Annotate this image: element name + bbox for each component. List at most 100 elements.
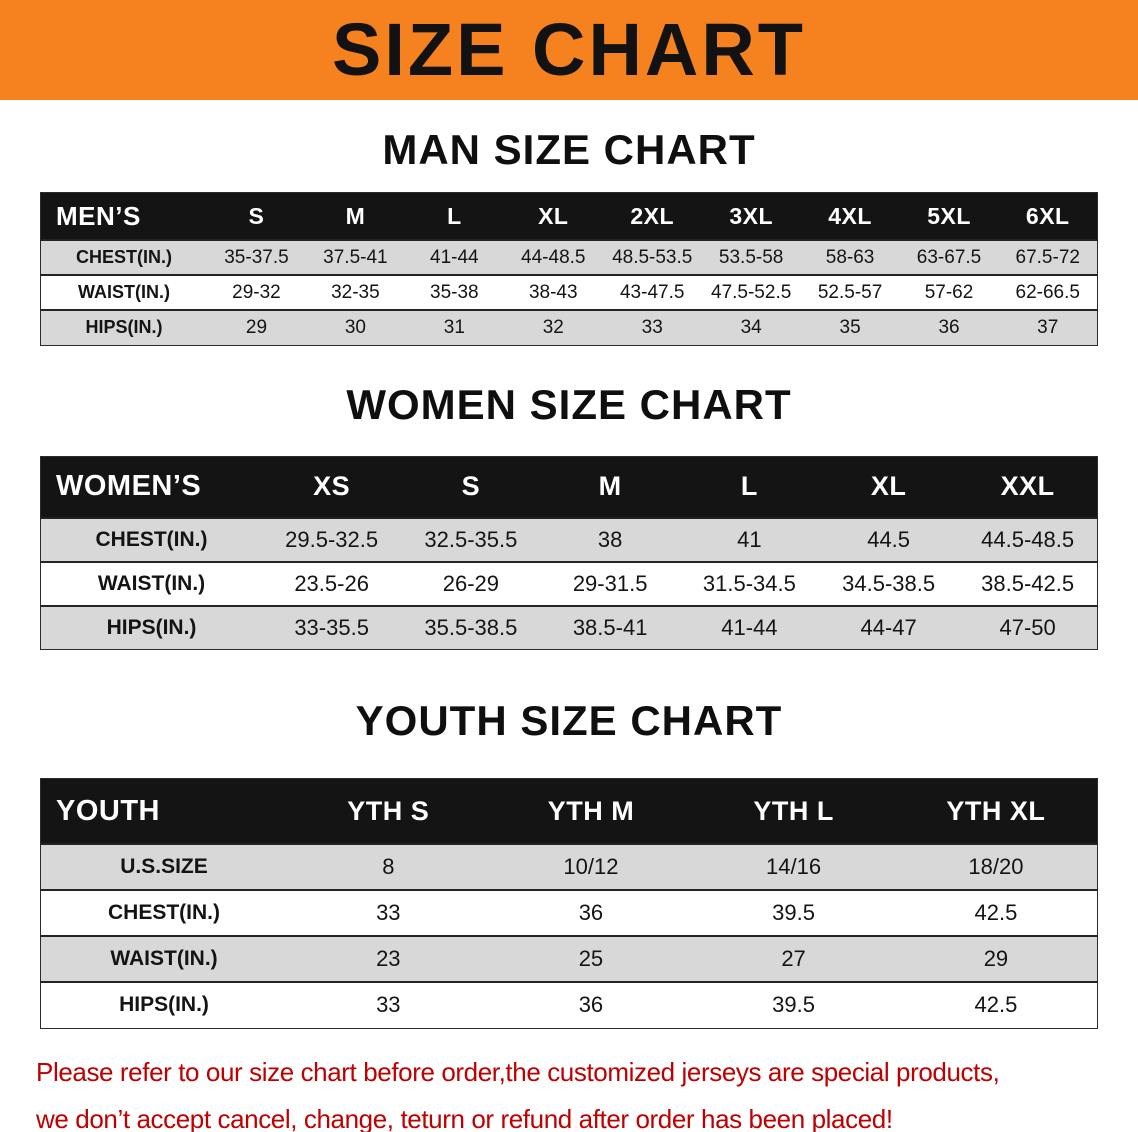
size-value-cell: 44.5: [867, 526, 911, 552]
size-value-cell: 38: [597, 526, 623, 552]
size-value-cell: 29-32: [232, 281, 281, 303]
row-label: WAIST(IN.): [97, 571, 206, 595]
size-value-cell: 26-29: [442, 570, 500, 596]
row-label: CHEST(IN.): [108, 901, 220, 924]
men-section-title: MAN SIZE CHART: [382, 126, 756, 173]
size-value-cell: 44-48.5: [521, 246, 586, 268]
size-column-header: M: [540, 456, 680, 518]
row-label: HIPS(IN.): [119, 993, 209, 1017]
table-row: CHEST(IN.) 35-37.5 37.5-41 41-44 44-48.5 48.5…: [40, 240, 1098, 275]
size-value-cell: 39.5: [772, 900, 815, 925]
size-value-cell: 35: [839, 316, 861, 338]
size-column-header: XL: [503, 192, 603, 240]
notice-line-1: Please refer to our size chart before or…: [36, 1056, 1000, 1087]
row-label: WAIST(IN.): [110, 947, 218, 970]
size-column-header: 6XL: [998, 192, 1098, 240]
size-value-cell: 53.5-58: [718, 246, 784, 268]
size-column-header: YTH M: [489, 778, 693, 844]
size-column-header: L: [404, 192, 504, 240]
youth-section-title: YOUTH SIZE CHART: [355, 697, 783, 744]
size-value-cell: 25: [578, 946, 604, 971]
size-value-cell: 32: [542, 316, 564, 338]
size-value-cell: 27: [781, 946, 806, 971]
size-value-cell: 8: [382, 854, 395, 879]
size-value-cell: 62-66.5: [1015, 281, 1080, 303]
size-value-cell: 44-47: [860, 614, 917, 640]
women-section-title: WOMEN SIZE CHART: [346, 380, 792, 428]
size-value-cell: 30: [344, 316, 366, 338]
men-section: MAN SIZE CHART MEN’S S M L XL 2XL 3XL 4XL 5XL 6XL…: [0, 126, 1138, 346]
women-section: WOMEN SIZE CHART WOMEN’S XS S M L XL XXL CHEST(…: [0, 380, 1138, 650]
row-label: HIPS(IN.): [106, 615, 197, 639]
size-value-cell: 35-37.5: [224, 246, 289, 268]
size-value-cell: 41: [737, 526, 762, 552]
size-value-cell: 36: [578, 900, 604, 925]
row-label: CHEST(IN.): [76, 247, 172, 267]
table-row: HIPS(IN.) 33-35.5 35.5-38.5 38.5-41 41-44 44-…: [40, 605, 1098, 650]
size-value-cell: 34: [740, 316, 762, 338]
size-value-cell: 41-44: [430, 246, 479, 268]
size-value-cell: 37: [1037, 316, 1059, 338]
table-row: WAIST(IN.) 29-32 32-35 35-38 38-43 43-47.5 47.…: [40, 275, 1098, 310]
footer-notice: Please refer to our size chart before or…: [0, 1049, 1138, 1132]
notice-line-2: we don’t accept cancel, change, teturn o…: [36, 1103, 893, 1132]
row-label: U.S.SIZE: [120, 855, 208, 878]
size-value-cell: 18/20: [968, 854, 1024, 879]
size-value-cell: 29: [245, 316, 268, 338]
table-row: U.S.SIZE 8 10/12 14/16 18/20: [40, 844, 1098, 890]
size-column-header: M: [305, 192, 405, 240]
table-row: HIPS(IN.) 29 30 31 32 33 34 35 36 37: [40, 310, 1098, 345]
size-value-cell: 47.5-52.5: [711, 281, 792, 303]
size-column-header: 5XL: [899, 192, 999, 240]
size-value-cell: 38-43: [528, 281, 578, 303]
size-column-header: XL: [819, 456, 959, 518]
table-label-header: YOUTH: [40, 778, 287, 844]
size-column-header: XXL: [958, 456, 1098, 518]
size-value-cell: 42.5: [974, 900, 1018, 925]
size-value-cell: 39.5: [772, 992, 815, 1018]
size-value-cell: 14/16: [766, 854, 822, 879]
page-title: SIZE CHART: [332, 8, 806, 91]
size-column-header: YTH S: [287, 778, 490, 844]
size-value-cell: 33: [376, 900, 401, 925]
size-value-cell: 48.5-53.5: [612, 246, 693, 268]
size-value-cell: 32.5-35.5: [424, 526, 518, 552]
size-value-cell: 32-35: [331, 281, 380, 303]
row-label: HIPS(IN.): [85, 317, 163, 338]
men-size-table: MEN’S S M L XL 2XL 3XL 4XL 5XL 6XL CHEST(IN.) 35-37…: [40, 192, 1098, 346]
size-value-cell: 29-31.5: [572, 570, 648, 596]
size-value-cell: 34.5-38.5: [842, 570, 936, 596]
size-value-cell: 38.5-41: [572, 614, 648, 640]
size-value-cell: 36: [938, 316, 960, 338]
size-value-cell: 23: [376, 946, 401, 971]
table-row: CHEST(IN.) 33 36 39.5 42.5: [40, 890, 1098, 936]
size-column-header: 4XL: [800, 192, 900, 240]
size-value-cell: 41-44: [721, 614, 778, 640]
table-row: HIPS(IN.) 33 36 39.5 42.5: [40, 982, 1098, 1028]
table-header-row: WOMEN’S XS S M L XL XXL: [40, 456, 1098, 518]
size-value-cell: 57-62: [924, 281, 974, 303]
size-value-cell: 33: [376, 992, 401, 1018]
table-label-header: WOMEN’S: [40, 456, 262, 518]
youth-size-table: YOUTH YTH S YTH M YTH L YTH XL U.S.SIZE 8 10/12…: [40, 778, 1098, 1029]
table-header-row: YOUTH YTH S YTH M YTH L YTH XL: [40, 778, 1098, 844]
size-value-cell: 38.5-42.5: [981, 570, 1075, 596]
size-column-header: YTH L: [692, 778, 895, 844]
table-row: CHEST(IN.) 29.5-32.5 32.5-35.5 38 41 44.5 44.5…: [40, 517, 1098, 562]
size-value-cell: 44.5-48.5: [981, 526, 1075, 552]
banner: SIZE CHART: [0, 0, 1138, 100]
size-value-cell: 23.5-26: [294, 570, 369, 596]
size-value-cell: 35.5-38.5: [424, 614, 518, 640]
row-label: WAIST(IN.): [78, 282, 170, 302]
size-value-cell: 31: [443, 316, 465, 338]
row-label: CHEST(IN.): [95, 527, 208, 551]
table-row: WAIST(IN.) 23.5-26 26-29 29-31.5 31.5-34.5 34…: [40, 561, 1098, 606]
size-column-header: 3XL: [701, 192, 801, 240]
size-value-cell: 63-67.5: [916, 246, 982, 268]
size-column-header: S: [207, 192, 306, 240]
size-value-cell: 67.5-72: [1015, 246, 1080, 268]
size-value-cell: 33-35.5: [294, 614, 369, 640]
size-column-header: 2XL: [602, 192, 702, 240]
size-value-cell: 47-50: [999, 614, 1056, 640]
